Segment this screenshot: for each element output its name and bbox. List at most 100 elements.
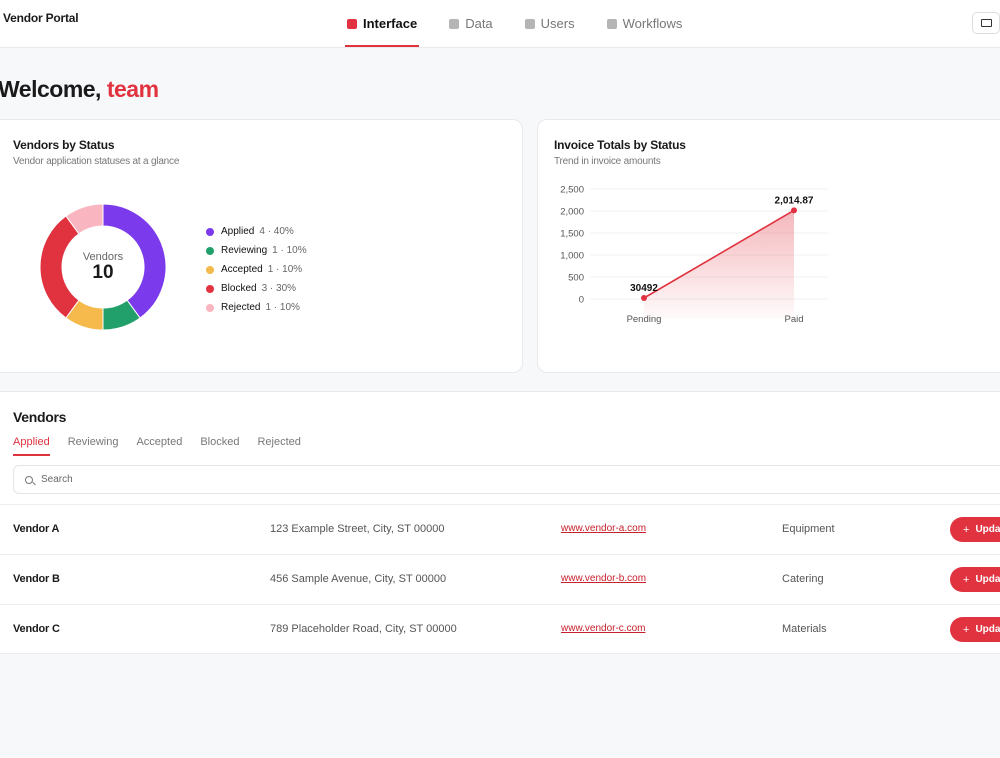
nav-tab-data[interactable]: Data — [447, 0, 494, 47]
plus-icon: + — [963, 523, 970, 536]
welcome-heading: Welcome, team — [0, 76, 159, 103]
area-fill — [644, 210, 794, 319]
data-point-paid — [791, 207, 797, 214]
legend-item-rejected: Rejected 1 · 10% — [206, 298, 307, 317]
legend-stat: 3 · 30% — [261, 283, 297, 294]
update-button-label: Update — [975, 524, 1000, 535]
tab-accepted[interactable]: Accepted — [136, 436, 183, 448]
plus-icon: + — [963, 573, 970, 586]
legend-name: Reviewing — [221, 245, 268, 256]
nav-tab-label: Users — [540, 16, 575, 31]
brand-title: Vendor Portal — [3, 11, 79, 25]
donut-center-label: Vendors — [82, 251, 124, 263]
search-placeholder: Search — [41, 474, 73, 485]
y-tick-label: 2,000 — [560, 207, 584, 218]
card-header: Invoice Totals by Status Trend in invoic… — [554, 138, 1000, 167]
update-button[interactable]: + Update — [950, 567, 1000, 592]
legend-dot — [206, 284, 214, 293]
donut-center-value: 10 — [92, 262, 114, 283]
legend-dot — [206, 303, 214, 312]
y-tick-label: 1,000 — [560, 251, 584, 262]
x-tick-label: Paid — [784, 314, 803, 325]
legend-name: Applied — [221, 226, 255, 237]
legend-item-blocked: Blocked 3 · 30% — [206, 279, 307, 298]
vendor-category: Materials — [782, 623, 827, 635]
legend-dot — [206, 227, 214, 236]
vendors-by-status-card: Vendors by Status Vendor application sta… — [0, 119, 523, 373]
legend-name: Blocked — [221, 283, 257, 294]
tab-rejected[interactable]: Rejected — [257, 436, 301, 448]
legend-name: Accepted — [221, 264, 263, 275]
donut-center: Vendors 10 — [38, 202, 168, 332]
series-line — [643, 209, 795, 299]
y-tick-label: 2,500 — [560, 185, 584, 196]
donut-chart: Vendors 10 — [38, 202, 168, 332]
card-title: Invoice Totals by Status — [554, 138, 686, 152]
tab-applied[interactable]: Applied — [13, 434, 50, 456]
vendor-website-link[interactable]: www.vendor-a.com — [561, 523, 647, 534]
x-tick-label: Pending — [627, 314, 662, 325]
y-tick-label: 500 — [568, 273, 584, 284]
table-row: Vendor C 789 Placeholder Road, City, ST … — [0, 604, 1000, 654]
welcome-name: team — [106, 76, 159, 102]
legend-item-applied: Applied 4 · 40% — [206, 222, 307, 241]
donut-svg — [39, 203, 167, 331]
data-point-pending — [641, 295, 647, 301]
vendors-card: Vendors Applied Reviewing Accepted Block… — [0, 391, 1000, 654]
vendor-address: 123 Example Street, City, ST 00000 — [270, 523, 445, 535]
update-button-label: Update — [975, 574, 1000, 585]
card-subtitle: Trend in invoice amounts — [554, 156, 661, 167]
vendor-status-tabs: Applied Reviewing Accepted Blocked Rejec… — [13, 434, 319, 456]
tab-reviewing[interactable]: Reviewing — [67, 436, 119, 448]
donut-slice-rejected — [65, 203, 104, 235]
vendor-category: Equipment — [782, 523, 835, 535]
nav-tab-label: Data — [465, 16, 493, 31]
vendor-website-link[interactable]: www.vendor-b.com — [561, 573, 647, 584]
window-icon — [980, 19, 992, 27]
nav-tab-workflows[interactable]: Workflows — [605, 0, 685, 47]
interface-icon — [347, 18, 357, 29]
search-input[interactable]: Search — [13, 465, 1000, 494]
legend-dot — [206, 246, 214, 255]
workflows-icon — [606, 18, 617, 29]
table-row: Vendor B 456 Sample Avenue, City, ST 000… — [0, 554, 1000, 604]
vendor-address: 456 Sample Avenue, City, ST 00000 — [270, 573, 447, 585]
nav-tab-users[interactable]: Users — [523, 0, 577, 47]
update-button[interactable]: + Update — [950, 617, 1000, 642]
invoice-totals-card: 0 500 1,000 1,500 2,000 2,500 30492 Pending 2,01… — [537, 119, 1000, 373]
nav-tab-label: Interface — [363, 16, 418, 31]
vendor-website-link[interactable]: www.vendor-c.com — [561, 623, 646, 634]
search-icon — [25, 475, 33, 484]
vendor-category: Catering — [782, 573, 824, 585]
nav-tab-label: Workflows — [622, 16, 683, 31]
legend-stat: 1 · 10% — [267, 264, 303, 275]
card-subtitle: Vendor application statuses at a glance — [13, 156, 180, 167]
legend-item-accepted: Accepted 1 · 10% — [206, 260, 307, 279]
legend-stat: 1 · 10% — [272, 245, 307, 256]
status-legend: Applied 4 · 40% Reviewing 1 · 10% Accept… — [206, 222, 307, 317]
vendors-title: Vendors — [13, 409, 67, 425]
plus-icon: + — [963, 623, 970, 636]
legend-stat: 4 · 40% — [259, 226, 294, 237]
top-bar: Vendor Portal Interface Data Users Workf… — [0, 0, 1000, 48]
window-toggle-button[interactable] — [972, 12, 1000, 34]
vendor-address: 789 Placeholder Road, City, ST 00000 — [270, 623, 457, 635]
update-button-label: Update — [975, 624, 1000, 635]
y-tick-label: 1,500 — [560, 229, 584, 240]
nav-tab-interface[interactable]: Interface — [345, 0, 420, 47]
data-icon — [449, 18, 460, 29]
legend-item-reviewing: Reviewing 1 · 10% — [206, 241, 307, 260]
legend-stat: 1 · 10% — [265, 302, 300, 313]
main-nav: Interface Data Users Workflows — [345, 0, 712, 48]
vendor-name: Vendor C — [13, 623, 60, 635]
card-title: Vendors by Status — [13, 138, 115, 152]
tab-blocked[interactable]: Blocked — [200, 436, 240, 448]
legend-dot — [206, 265, 214, 274]
update-button[interactable]: + Update — [950, 517, 1000, 542]
legend-name: Rejected — [221, 302, 261, 313]
vendor-name: Vendor A — [13, 523, 60, 535]
welcome-prefix: Welcome, — [0, 76, 101, 102]
data-label: 2,014.87 — [775, 195, 814, 206]
data-label: 30492 — [630, 283, 658, 294]
users-icon — [524, 18, 535, 29]
